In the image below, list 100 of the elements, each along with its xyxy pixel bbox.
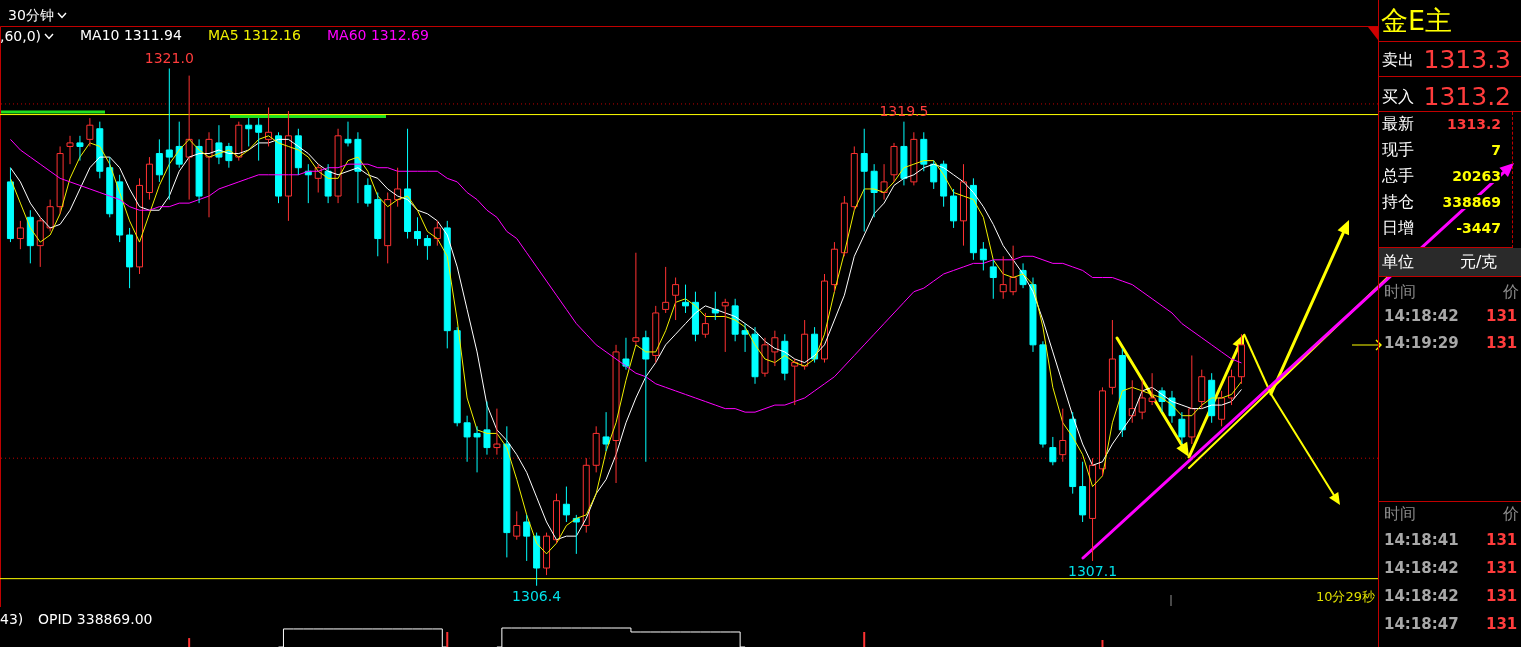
candlestick <box>86 117 94 147</box>
text: 1313.2 <box>1423 82 1511 111</box>
candlestick <box>1228 369 1236 406</box>
candlestick <box>1237 333 1245 385</box>
text: 元/克 <box>1460 252 1498 271</box>
text: 131 <box>1486 559 1518 577</box>
candlestick <box>672 277 680 321</box>
candlestick <box>76 135 84 162</box>
text: 1313.2 <box>1446 116 1501 132</box>
text: 10分29秒 <box>1315 589 1375 604</box>
candlestick <box>781 333 789 381</box>
candlestick <box>1059 408 1067 463</box>
candlestick <box>612 344 620 484</box>
text: 价 <box>1503 282 1519 301</box>
text: 金E主 <box>1381 5 1453 36</box>
candlestick <box>771 330 779 367</box>
candlestick <box>920 131 928 172</box>
annotation: 1306.4 <box>512 587 562 604</box>
candlestick <box>56 145 64 215</box>
text: 14:18:42 <box>1384 307 1459 325</box>
candlestick <box>999 255 1007 300</box>
candlestick <box>384 192 392 264</box>
text: 单位 <box>1382 252 1414 271</box>
candlestick <box>801 319 809 371</box>
text: 买入 <box>1382 87 1414 106</box>
candlestick <box>344 121 352 147</box>
candlestick <box>1148 372 1156 406</box>
candlestick <box>741 323 749 353</box>
text: 338869 <box>1442 194 1501 210</box>
candlestick <box>1188 354 1196 445</box>
candlestick <box>979 241 987 271</box>
candlestick <box>870 163 878 218</box>
candlestick <box>1039 340 1047 449</box>
candlestick <box>761 337 769 378</box>
text: 131 <box>1486 615 1518 633</box>
candlestick <box>989 259 997 300</box>
candlestick <box>294 128 302 176</box>
candlestick <box>632 252 640 346</box>
candlestick <box>1079 461 1087 523</box>
candlestick <box>959 163 967 247</box>
text: 7 <box>1491 142 1501 158</box>
text: OPID 338869.00 <box>38 611 153 627</box>
text: 14:19:29 <box>1384 334 1459 352</box>
candlestick <box>165 68 173 201</box>
text: 131 <box>1486 587 1518 605</box>
candlestick <box>830 241 838 293</box>
text: 14:18:42 <box>1384 587 1459 605</box>
text: 日增 <box>1382 218 1414 237</box>
candlestick <box>910 131 918 186</box>
candlestick <box>126 227 134 289</box>
candlestick <box>443 220 451 349</box>
candlestick <box>1118 347 1126 438</box>
candlestick <box>582 457 590 534</box>
candlestick <box>66 135 74 165</box>
candlestick <box>473 425 481 473</box>
text: MA5 1312.16 <box>208 27 301 43</box>
candlestick <box>503 425 511 558</box>
candlestick <box>751 326 759 385</box>
candlestick <box>791 358 799 406</box>
text: 131 <box>1486 531 1518 549</box>
text: 14:18:41 <box>1384 531 1459 549</box>
candlestick <box>284 110 292 222</box>
candlestick <box>96 121 104 179</box>
text: 价 <box>1503 504 1519 523</box>
candlestick <box>1009 245 1017 296</box>
candlestick <box>245 117 253 147</box>
candlestick <box>969 177 977 261</box>
candlestick <box>682 284 690 314</box>
text: 20263 <box>1452 168 1501 184</box>
text: 14:18:42 <box>1384 559 1459 577</box>
text: 30分钟 <box>8 7 54 23</box>
candlestick <box>493 408 501 456</box>
text: 总手 <box>1382 166 1414 185</box>
candlestick <box>374 192 382 257</box>
candlestick <box>1069 411 1077 495</box>
candlestick <box>255 117 263 162</box>
text: 现手 <box>1382 140 1414 159</box>
candlestick <box>711 291 719 321</box>
candlestick <box>1178 411 1186 445</box>
candlestick <box>404 128 412 240</box>
legend-label: MA10 1311.94 <box>80 27 182 43</box>
candlestick <box>36 216 44 268</box>
candlestick <box>821 273 829 364</box>
text: 1313.3 <box>1423 45 1511 74</box>
candlestick <box>513 510 521 541</box>
candlestick <box>662 266 670 314</box>
candlestick <box>1029 277 1037 353</box>
candlestick <box>642 330 650 463</box>
annotation: 1307.1 <box>1068 562 1118 579</box>
candlestick <box>433 220 441 247</box>
candlestick <box>463 415 471 463</box>
candlestick <box>195 138 203 204</box>
candlestick <box>275 131 282 204</box>
candlestick <box>136 177 144 275</box>
candlestick <box>1108 319 1116 395</box>
candlestick <box>701 312 709 339</box>
candlestick <box>622 337 630 371</box>
annotation: ,60,0) <box>0 28 42 44</box>
candlestick <box>116 174 124 243</box>
candlestick <box>155 138 163 183</box>
